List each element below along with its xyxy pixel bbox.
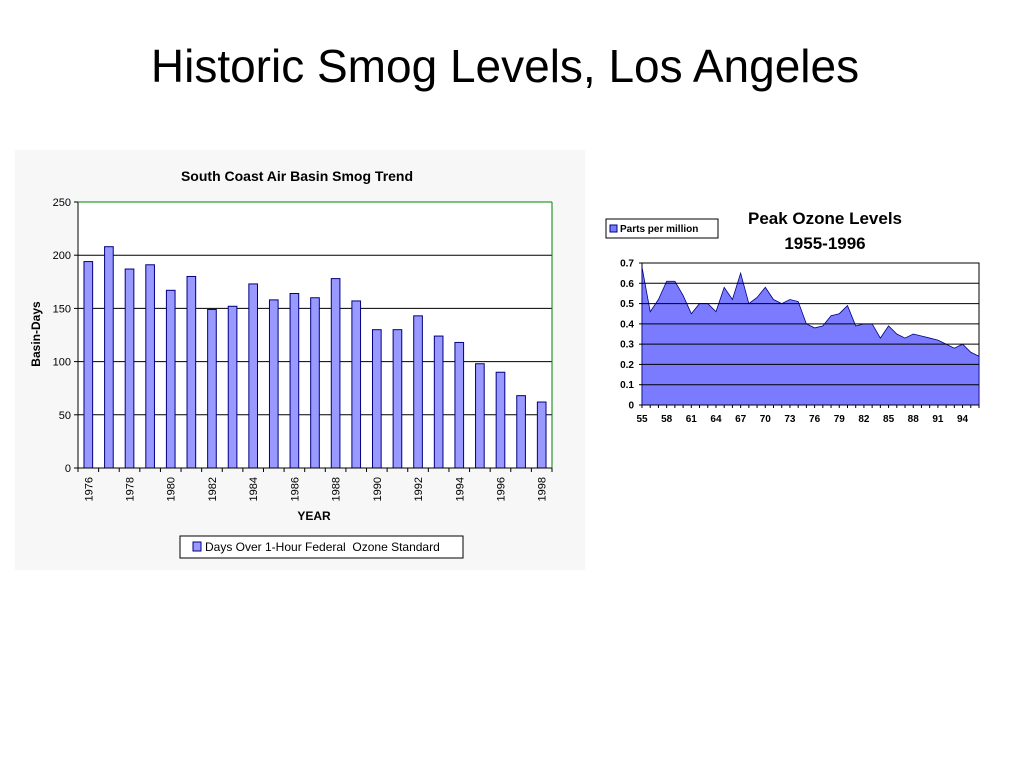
x-tick-label: 73: [784, 414, 796, 425]
y-tick-label: 150: [53, 303, 71, 315]
legend-label: Days Over 1-Hour Federal Ozone Standard: [205, 540, 440, 554]
slide-title: Historic Smog Levels, Los Angeles: [150, 40, 860, 92]
bar: [289, 293, 300, 469]
bar: [371, 329, 382, 469]
bar: [207, 308, 217, 469]
x-tick-label: 1994: [454, 477, 466, 501]
bar: [83, 261, 94, 469]
bar: [330, 278, 341, 469]
x-tick-label: 70: [760, 414, 772, 425]
x-tick-label: 1982: [207, 477, 219, 501]
y-tick-label: 0.7: [620, 259, 634, 270]
legend-swatch: [192, 541, 202, 552]
y-tick-label: 0.4: [620, 319, 634, 330]
legend-label: Parts per million: [620, 224, 698, 235]
bar: [104, 246, 114, 469]
plot-area: 0 0.1 0.2 0.3 0.4 0.5 0.6 0.7 55 58 61 64 67 70 73 76 79…: [620, 259, 980, 425]
x-tick-label: 79: [834, 414, 846, 425]
y-tick-label: 0: [628, 401, 634, 412]
x-tick-label: 1992: [413, 477, 425, 501]
bar: [165, 289, 176, 469]
x-tick-label: 58: [661, 414, 673, 425]
bar: [145, 264, 155, 469]
bar: [227, 305, 238, 469]
bar: [351, 300, 362, 469]
chart-subtitle: 1955-1996: [784, 234, 865, 253]
chart-title: Peak Ozone Levels: [748, 209, 902, 228]
x-tick-label: 91: [932, 414, 944, 425]
x-tick-label: 88: [908, 414, 920, 425]
bar: [433, 335, 444, 469]
x-tick-label: 1980: [166, 477, 178, 501]
x-tick-label: 1990: [372, 477, 384, 501]
bar: [248, 283, 259, 469]
y-tick-label: 50: [59, 410, 71, 422]
bar: [516, 395, 526, 469]
y-tick-label: 0.6: [620, 279, 634, 290]
x-tick-label: 1996: [495, 477, 507, 501]
y-tick-label: 0.1: [620, 380, 634, 391]
y-tick-label: 200: [53, 250, 71, 262]
legend: Parts per million: [605, 218, 719, 239]
smog-trend-bar-chart-svg: South Coast Air Basin Smog Trend 0 50 100 1…: [29, 168, 553, 559]
y-tick-label: 0.3: [620, 340, 634, 351]
x-tick-label: 61: [686, 414, 698, 425]
peak-ozone-area-chart: Peak Ozone Levels 1955-1996 Parts per mi…: [598, 198, 990, 438]
y-tick-label: 250: [53, 197, 71, 209]
x-tick-label: 1998: [537, 477, 549, 501]
x-tick-label: 1988: [331, 477, 343, 501]
x-tick-label: 55: [636, 414, 648, 425]
y-tick-label: 0: [65, 463, 71, 475]
x-tick-label: 1986: [289, 477, 301, 501]
x-tick-label: 1984: [248, 477, 260, 501]
smog-trend-bar-chart: South Coast Air Basin Smog Trend 0 50 100 1…: [15, 150, 585, 570]
peak-ozone-area-chart-svg: Peak Ozone Levels 1955-1996 Parts per mi…: [605, 209, 980, 425]
bar: [268, 299, 279, 469]
x-tick-label: 76: [809, 414, 821, 425]
bar: [536, 401, 547, 469]
x-tick-label: 1976: [83, 477, 95, 501]
plot-area: 0 50 100 150 200 250 1976 1978 1980 1982 1984 1986 1…: [53, 197, 553, 501]
legend-swatch: [609, 224, 618, 233]
bar: [495, 371, 506, 469]
x-tick-label: 64: [710, 414, 722, 425]
area-series: [641, 266, 980, 406]
bar: [310, 297, 320, 469]
bar: [454, 341, 465, 469]
x-tick-label: 85: [883, 414, 895, 425]
bar: [475, 363, 485, 469]
y-tick-label: 0.2: [620, 360, 634, 371]
legend-box: [605, 218, 719, 239]
y-tick-label: 0.5: [620, 299, 634, 310]
y-axis-label: Basin-Days: [29, 301, 43, 367]
x-tick-label: 1978: [125, 477, 137, 501]
bar: [186, 275, 197, 469]
legend-box: [179, 535, 464, 559]
chart-title: South Coast Air Basin Smog Trend: [181, 168, 413, 184]
x-axis-label: YEAR: [297, 509, 331, 523]
y-tick-label: 100: [53, 357, 71, 369]
bar: [413, 315, 423, 469]
x-tick-label: 82: [858, 414, 870, 425]
bar: [392, 329, 403, 469]
legend: Days Over 1-Hour Federal Ozone Standard: [179, 535, 464, 559]
x-tick-label: 94: [957, 414, 969, 425]
x-tick-label: 67: [735, 414, 747, 425]
bar: [124, 268, 135, 469]
